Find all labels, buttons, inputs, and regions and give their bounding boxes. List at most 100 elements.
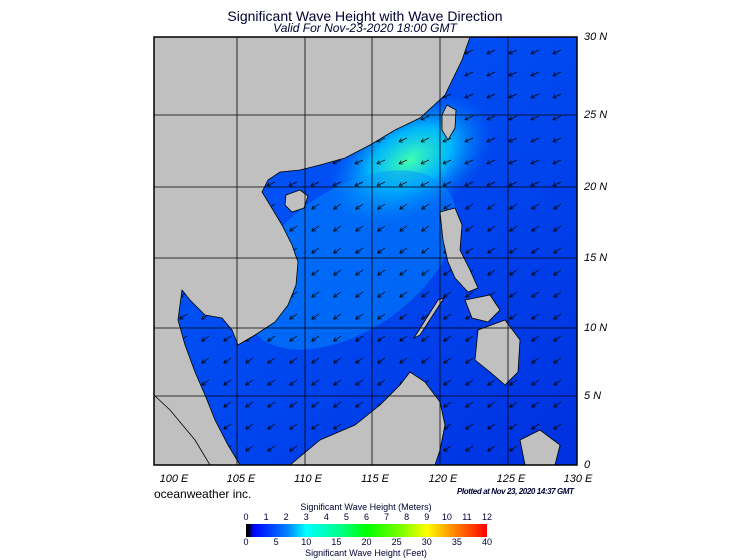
wave-direction-arrow xyxy=(531,313,540,320)
wave-direction-arrow xyxy=(333,335,342,342)
wave-direction-arrow xyxy=(509,247,518,254)
wave-direction-arrow xyxy=(354,159,364,165)
wave-direction-arrow xyxy=(354,181,364,187)
wave-direction-arrow xyxy=(289,445,298,452)
wave-direction-arrow xyxy=(487,269,496,276)
wave-direction-arrow xyxy=(333,269,342,276)
wave-direction-arrow xyxy=(421,335,430,342)
wave-direction-arrow xyxy=(245,379,254,386)
wave-direction-arrow xyxy=(311,379,320,386)
wave-direction-arrow xyxy=(465,291,474,298)
wave-direction-arrow xyxy=(553,247,562,254)
lon-label: 120 E xyxy=(428,473,458,485)
wave-direction-arrow xyxy=(465,335,474,342)
wave-direction-arrow xyxy=(377,291,386,298)
colorbar-tick: 4 xyxy=(323,512,329,522)
lat-label: 5 N xyxy=(584,390,602,402)
wave-direction-arrow xyxy=(311,203,320,210)
wave-direction-arrow xyxy=(464,49,474,55)
lat-label: 20 N xyxy=(584,181,608,193)
wave-direction-arrow xyxy=(509,203,518,210)
valid-time: Valid For Nov-23-2020 18:00 GMT xyxy=(273,21,457,35)
wave-direction-arrow xyxy=(355,225,364,232)
wave-direction-arrow xyxy=(399,291,408,298)
wave-direction-arrow xyxy=(311,291,320,298)
lon-label: 125 E xyxy=(496,473,526,485)
wave-direction-arrow xyxy=(509,225,518,232)
wave-direction-arrow xyxy=(399,335,408,342)
wave-direction-arrow xyxy=(486,49,496,55)
colorbar-tick: 2 xyxy=(283,512,289,522)
wave-direction-arrow xyxy=(333,379,342,386)
wave-direction-arrow xyxy=(531,291,540,298)
wave-direction-arrow xyxy=(553,291,562,298)
wave-direction-arrow xyxy=(421,357,430,364)
wave-direction-arrow xyxy=(179,313,188,320)
wave-direction-arrow xyxy=(552,159,562,165)
lon-label: 105 E xyxy=(226,473,256,485)
wave-direction-arrow xyxy=(377,379,386,386)
wave-direction-arrow xyxy=(311,225,320,232)
wave-direction-arrow xyxy=(267,357,276,364)
wave-direction-arrow xyxy=(245,401,254,408)
wave-direction-arrow xyxy=(553,225,562,232)
wave-direction-arrow xyxy=(201,357,210,364)
wave-direction-arrow xyxy=(398,137,408,143)
wave-direction-arrow xyxy=(311,423,320,430)
wave-direction-arrow xyxy=(508,49,518,55)
wave-direction-arrow xyxy=(531,401,540,408)
wave-direction-arrow xyxy=(399,203,408,210)
wave-direction-arrow xyxy=(289,357,298,364)
wave-direction-arrow xyxy=(377,335,386,342)
wave-direction-arrow xyxy=(245,357,254,364)
colorbar-tick: 0 xyxy=(243,512,249,522)
wave-direction-arrow xyxy=(421,313,430,320)
colorbar-tick: 0 xyxy=(243,537,249,547)
wave-direction-arrow xyxy=(443,313,452,320)
wave-direction-arrow xyxy=(465,379,474,386)
wave-direction-arrow xyxy=(333,401,342,408)
colorbar-tick: 30 xyxy=(421,537,432,547)
wave-direction-arrow xyxy=(355,203,364,210)
wave-direction-arrow xyxy=(508,71,518,77)
wave-direction-arrow xyxy=(487,203,496,210)
wave-direction-arrow xyxy=(399,269,408,276)
lon-label: 110 E xyxy=(294,473,322,485)
wave-direction-arrow xyxy=(333,291,342,298)
wave-direction-arrow xyxy=(289,401,298,408)
wave-direction-arrow xyxy=(399,247,408,254)
wave-direction-arrow xyxy=(530,159,540,165)
colorbar-tick: 7 xyxy=(384,512,390,522)
wave-direction-arrow xyxy=(486,137,496,143)
wave-direction-arrow xyxy=(509,269,518,276)
wave-direction-arrow xyxy=(443,445,452,452)
wave-direction-arrow xyxy=(530,49,540,55)
wave-direction-arrow xyxy=(508,115,518,121)
wave-direction-arrow xyxy=(355,357,364,364)
wave-direction-arrow xyxy=(267,401,276,408)
lon-label: 115 E xyxy=(361,473,389,485)
land-hainan xyxy=(284,189,309,213)
wave-direction-arrow xyxy=(552,115,562,121)
wave-direction-arrow xyxy=(245,423,254,430)
brand-label: oceanweather inc. xyxy=(154,487,252,501)
wave-direction-arrow xyxy=(509,379,518,386)
wave-direction-arrow xyxy=(443,357,452,364)
wave-direction-arrow xyxy=(508,159,518,165)
wave-direction-arrow xyxy=(508,137,518,143)
wave-direction-arrow xyxy=(508,181,518,187)
colorbar-tick: 5 xyxy=(273,537,279,547)
lon-label: 130 E xyxy=(563,473,593,485)
wave-direction-arrow xyxy=(531,357,540,364)
wave-direction-arrow xyxy=(465,203,474,210)
wave-direction-arrow xyxy=(509,401,518,408)
wave-direction-arrow xyxy=(377,225,386,232)
wave-direction-arrow xyxy=(267,379,276,386)
wave-direction-arrow xyxy=(223,379,232,386)
wave-direction-arrow xyxy=(465,445,474,452)
wave-direction-arrow xyxy=(201,335,210,342)
wave-direction-arrow xyxy=(486,181,496,187)
wave-direction-arrow xyxy=(333,225,342,232)
wave-direction-arrow xyxy=(333,357,342,364)
